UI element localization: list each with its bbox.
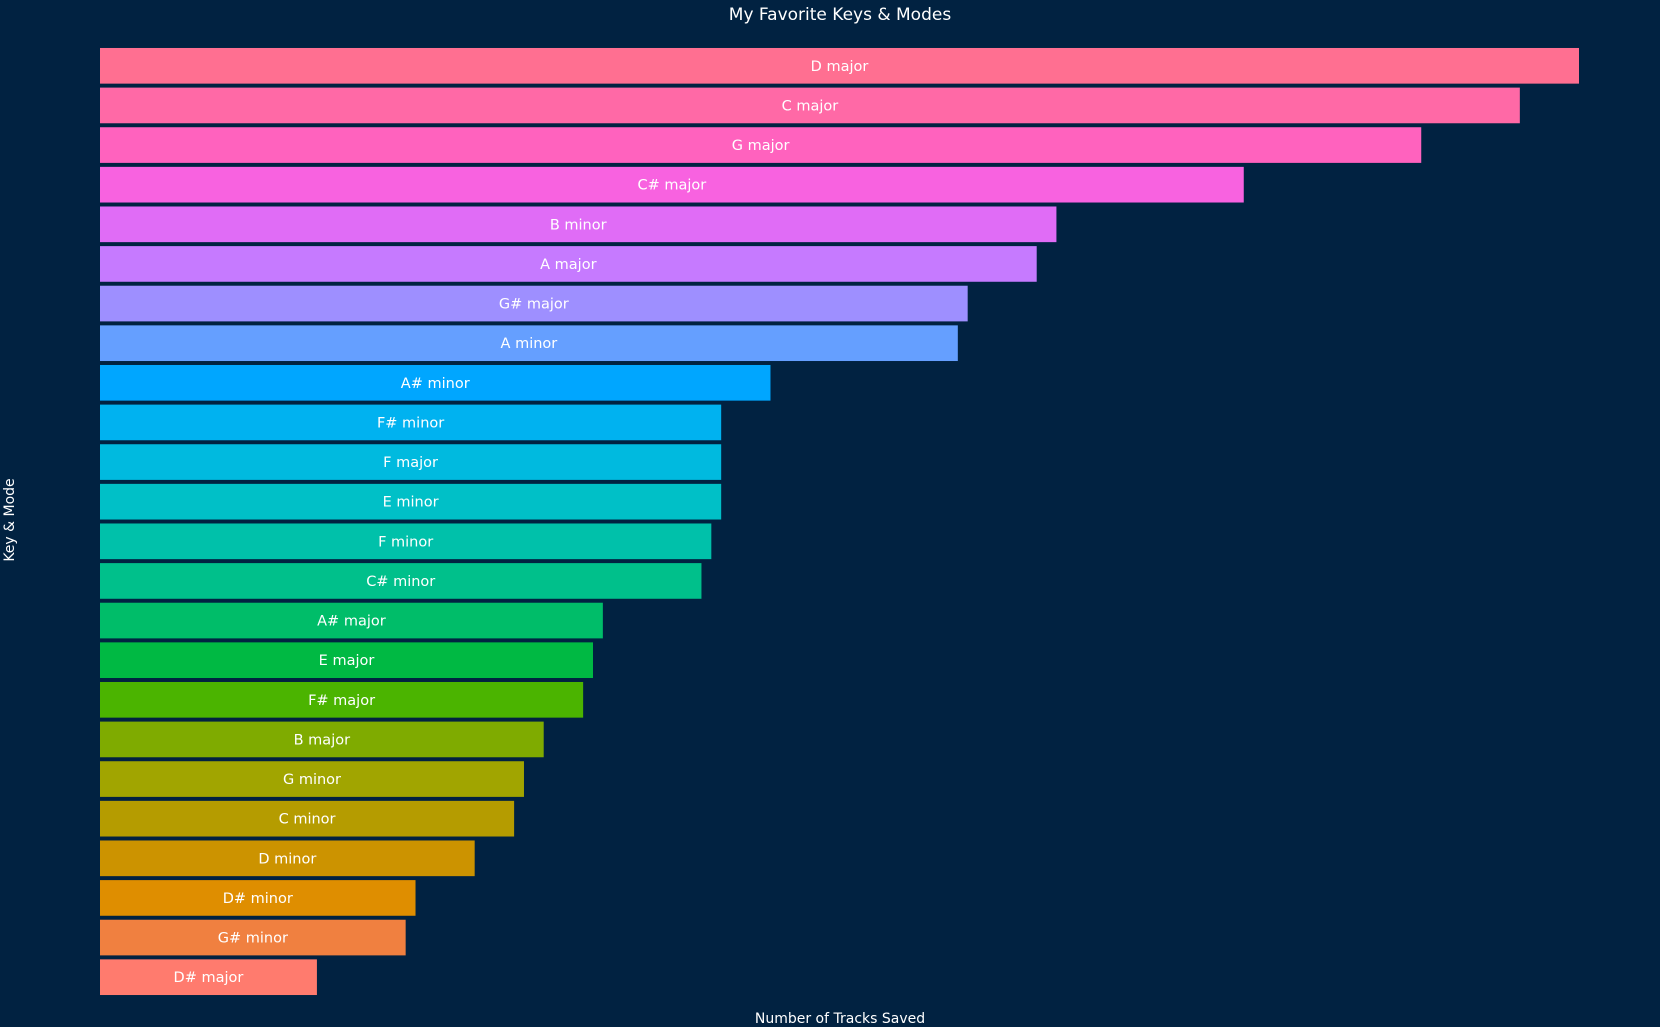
bar: [100, 919, 406, 956]
bar: [100, 127, 1422, 163]
bar: [100, 87, 1520, 124]
bar: [100, 800, 515, 837]
bar-label: C major: [782, 98, 839, 114]
bar: [100, 602, 603, 639]
bar-label: F major: [383, 455, 438, 471]
bar-label: D# major: [174, 970, 244, 986]
bar: [100, 880, 416, 916]
bar: [100, 642, 593, 679]
bar: [100, 840, 475, 877]
bar-label: A major: [540, 257, 596, 273]
bar: [100, 246, 1037, 282]
y-axis-label: Key & Mode: [2, 478, 18, 561]
bar: [100, 761, 524, 797]
bar: [100, 959, 317, 996]
bar: [100, 523, 712, 560]
bars-group: D major C major G major C# major B minor A ma…: [100, 47, 1579, 996]
bar-label: C# minor: [366, 574, 435, 590]
bar-label: F minor: [378, 534, 433, 550]
bar-label: F# major: [308, 693, 375, 709]
bar-label: C minor: [279, 812, 336, 828]
bar: [100, 563, 702, 599]
bar-label: A# minor: [401, 376, 470, 392]
bar-label: B minor: [550, 217, 607, 233]
bar-label: G# major: [499, 297, 569, 313]
bar-label: E major: [319, 653, 375, 669]
bar: [100, 404, 722, 441]
bar-label: G major: [732, 138, 790, 154]
bar-label: C# major: [637, 178, 706, 194]
bar: [100, 444, 722, 480]
x-axis-label: Number of Tracks Saved: [755, 1011, 925, 1027]
bar: [100, 483, 722, 520]
bar-label: A minor: [501, 336, 558, 352]
bar: [100, 325, 958, 362]
bar-label: A# major: [317, 614, 386, 630]
bar: [100, 721, 544, 758]
chart-title: My Favorite Keys & Modes: [729, 5, 952, 25]
bar-label: G minor: [283, 772, 341, 788]
bar-label: F# minor: [377, 415, 444, 431]
bar: [100, 364, 771, 401]
bar: [100, 47, 1579, 84]
bar: [100, 285, 968, 322]
bar-label: D# minor: [223, 891, 293, 907]
bar-label: D minor: [258, 851, 316, 867]
bar-label: D major: [811, 59, 869, 75]
bar-label: B major: [294, 732, 350, 748]
bar: [100, 206, 1057, 243]
bar-label: E minor: [383, 495, 439, 511]
bar: [100, 166, 1244, 203]
bar-label: G# minor: [218, 931, 288, 947]
bar: [100, 681, 584, 718]
